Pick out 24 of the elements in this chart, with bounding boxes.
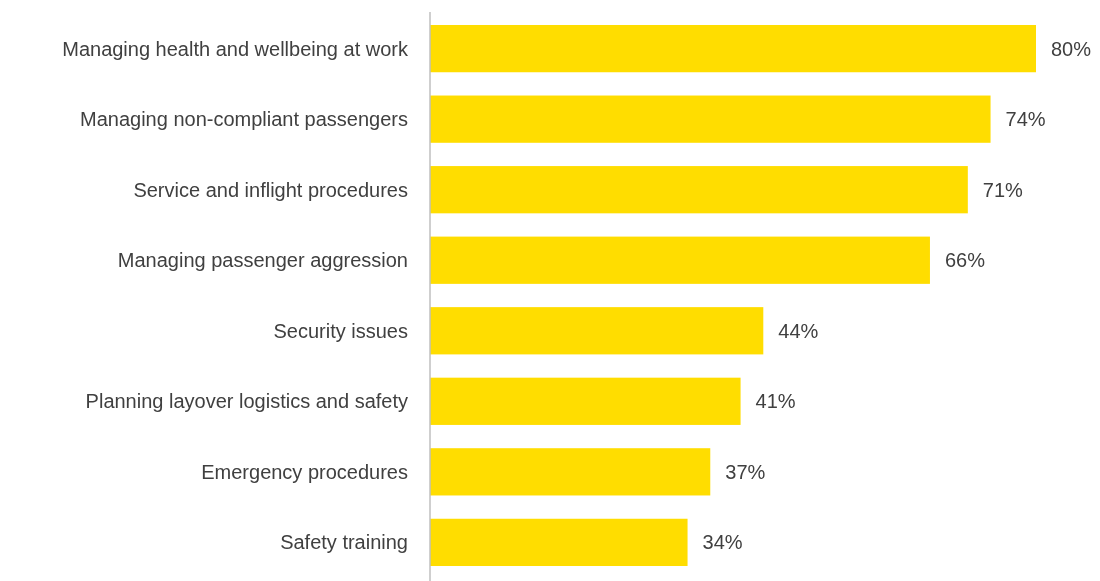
bar: [430, 24, 1036, 73]
bar: [430, 95, 991, 143]
data-label: 37%: [725, 460, 766, 483]
data-label: 41%: [755, 390, 796, 413]
data-label: 66%: [944, 249, 986, 272]
bar: [430, 448, 711, 496]
y-tick-label: Managing passenger aggression: [117, 249, 408, 272]
data-label: 74%: [1005, 108, 1046, 131]
bar: [430, 236, 930, 284]
y-tick-label: Managing health and wellbeing at work: [62, 37, 409, 60]
data-label: 44%: [778, 319, 819, 342]
y-tick-label: Managing non-compliant passengers: [80, 108, 408, 131]
y-tick-label: Security issues: [273, 319, 408, 342]
y-tick-label: Service and inflight procedures: [133, 178, 408, 201]
y-tick-label: Emergency procedures: [201, 460, 408, 483]
bar: [430, 518, 688, 567]
bar: [430, 307, 764, 355]
bar: [430, 377, 741, 425]
y-tick-label: Planning layover logistics and safety: [85, 390, 408, 413]
bar: [430, 166, 968, 214]
data-label: 71%: [982, 178, 1024, 201]
y-tick-label: Safety training: [280, 531, 408, 554]
data-label: 34%: [702, 531, 743, 554]
data-label: 80%: [1051, 37, 1092, 60]
